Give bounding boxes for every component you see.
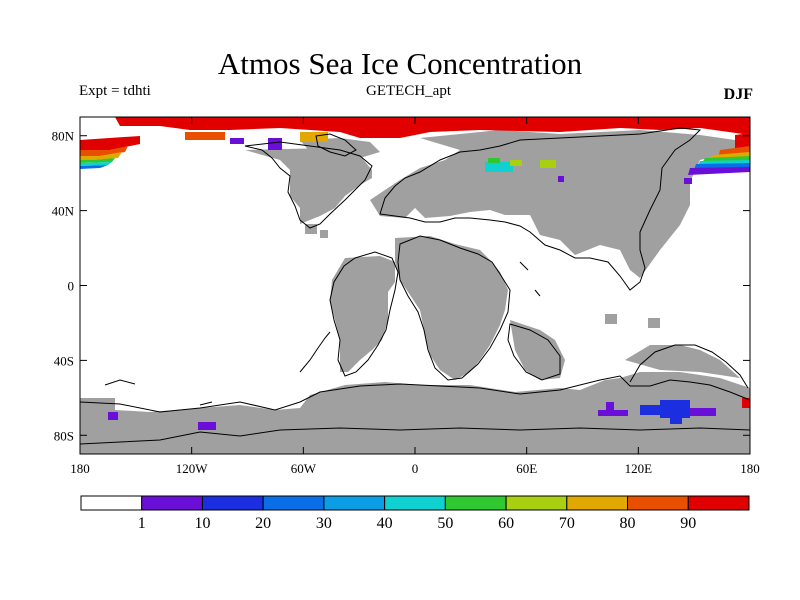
ice-inland bbox=[488, 158, 500, 163]
colorbar-swatch bbox=[80, 495, 143, 511]
x-tick-label: 60E bbox=[516, 461, 537, 476]
colorbar-swatch bbox=[323, 495, 386, 511]
colorbar-label: 60 bbox=[498, 515, 514, 532]
colorbar-swatch bbox=[201, 495, 264, 511]
ice-cell bbox=[606, 402, 614, 410]
ice-cell bbox=[684, 178, 692, 184]
colorbar-swatch bbox=[384, 495, 446, 511]
ice-cell bbox=[300, 132, 328, 142]
land-north-america bbox=[245, 148, 372, 224]
y-tick-label: 80N bbox=[52, 129, 75, 144]
land-cell bbox=[305, 224, 317, 234]
colorbar-swatch bbox=[566, 495, 629, 511]
ice-pacific-band-yellow bbox=[80, 152, 122, 160]
coastline-africa bbox=[397, 235, 511, 381]
x-tick-label: 180 bbox=[740, 461, 760, 476]
x-tick-label: 180 bbox=[70, 461, 90, 476]
coastline-india bbox=[507, 323, 561, 381]
ice-cell bbox=[742, 398, 750, 408]
land-cell bbox=[605, 314, 617, 324]
coastline-australia bbox=[629, 344, 749, 389]
colorbar-swatch bbox=[141, 495, 203, 511]
ice-cell bbox=[690, 408, 716, 416]
colorbar-swatch bbox=[687, 495, 750, 511]
ice-cell bbox=[598, 410, 628, 416]
ice-arctic-strip bbox=[115, 117, 750, 138]
ice-pacific-band-red bbox=[80, 136, 140, 150]
ice-cell bbox=[640, 405, 660, 415]
x-tick-label: 120W bbox=[176, 461, 209, 476]
experiment-label: Expt = tdhti bbox=[79, 83, 151, 99]
source-label: GETECH_apt bbox=[366, 83, 451, 99]
ice-cell bbox=[660, 400, 690, 418]
colorbar-swatch bbox=[627, 495, 689, 511]
ice-pacific-band-blue bbox=[80, 165, 108, 169]
coastline-greenland bbox=[315, 133, 357, 157]
map-axes: 80N 40N 0 40S 80S 180 120W 60W 0 60E 120E 180 bbox=[52, 117, 760, 476]
colorbar-label: 90 bbox=[680, 515, 696, 532]
y-tick-label: 40S bbox=[54, 353, 74, 368]
y-tick-label: 0 bbox=[68, 279, 75, 294]
y-tick-label: 40N bbox=[52, 204, 75, 219]
ice-bering-purple bbox=[688, 167, 750, 175]
coastline-antarctica bbox=[79, 375, 751, 413]
y-tick-label: 80S bbox=[54, 428, 74, 443]
land-africa bbox=[395, 236, 508, 380]
ice-pacific-band-green bbox=[80, 158, 115, 163]
ice-cell bbox=[185, 132, 225, 140]
ice-cell bbox=[268, 138, 282, 150]
ice-inland bbox=[540, 160, 556, 168]
land-greenland bbox=[300, 138, 380, 158]
coastline-south-america bbox=[329, 251, 399, 377]
colorbar-label: 80 bbox=[620, 515, 636, 532]
x-tick-label: 0 bbox=[412, 461, 419, 476]
colorbar-label: 30 bbox=[316, 515, 332, 532]
colorbar: 1 10 20 30 40 50 60 70 80 90 bbox=[80, 495, 750, 532]
ice-inland bbox=[485, 162, 513, 172]
map-title: Atmos Sea Ice Concentration bbox=[217, 46, 583, 81]
x-tick-label: 60W bbox=[291, 461, 317, 476]
colorbar-label: 50 bbox=[437, 515, 453, 532]
ice-cell bbox=[108, 412, 118, 420]
colorbar-label: 40 bbox=[377, 515, 393, 532]
ice-cell bbox=[230, 138, 244, 144]
ice-inland bbox=[510, 160, 522, 166]
colorbar-label: 70 bbox=[559, 515, 575, 532]
land-india-madagascar bbox=[510, 320, 565, 380]
season-label: DJF bbox=[723, 86, 753, 103]
colorbar-swatch bbox=[444, 495, 507, 511]
ice-pacific-band-cyan bbox=[80, 162, 112, 166]
colorbar-label: 1 bbox=[138, 515, 146, 532]
land-cell bbox=[648, 318, 660, 328]
colorbar-label: 20 bbox=[255, 515, 271, 532]
land-antarctica bbox=[80, 372, 750, 454]
ice-cell bbox=[198, 422, 216, 430]
x-tick-label: 120E bbox=[625, 461, 653, 476]
coastlines bbox=[79, 127, 751, 445]
coastline-europe-asia bbox=[379, 127, 702, 291]
colorbar-swatch bbox=[262, 495, 325, 511]
colorbar-swatch bbox=[505, 495, 568, 511]
land-eurasia bbox=[370, 130, 735, 278]
ice-cell bbox=[670, 416, 682, 424]
land-mask bbox=[80, 130, 750, 454]
ice-inland bbox=[558, 176, 564, 182]
coastline-southern-margin bbox=[79, 427, 751, 445]
coastline-islands bbox=[104, 261, 541, 406]
land-cell bbox=[320, 230, 328, 238]
sea-ice-layer bbox=[80, 117, 750, 430]
colorbar-label: 10 bbox=[194, 515, 210, 532]
ice-pacific-band-orange bbox=[80, 146, 128, 156]
coastline-north-america bbox=[244, 141, 373, 229]
